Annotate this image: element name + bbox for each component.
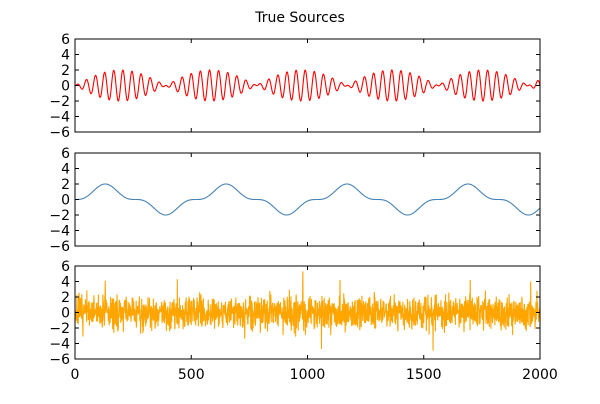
x-tick-label: 500 (178, 367, 205, 383)
y-tick-label-panel-2: 2 (61, 177, 70, 193)
series-line-panel-1 (75, 69, 540, 102)
y-tick-label-panel-2: 0 (61, 193, 70, 209)
y-tick-label-panel-3: −2 (49, 321, 70, 337)
y-tick-label-panel-2: −6 (49, 239, 70, 255)
y-tick-label-panel-1: 6 (61, 32, 70, 48)
y-tick-label-panel-2: 6 (61, 146, 70, 162)
chart-title: True Sources (254, 10, 345, 26)
y-tick-label-panel-1: −6 (49, 125, 70, 141)
series-line-panel-3 (75, 271, 540, 351)
series-line-panel-2 (75, 183, 540, 216)
y-tick-label-panel-3: 4 (61, 275, 70, 291)
x-tick-label: 2000 (522, 367, 558, 383)
y-tick-label-panel-3: 2 (61, 290, 70, 306)
x-tick-label: 0 (71, 367, 80, 383)
y-tick-label-panel-3: −4 (49, 337, 70, 353)
y-tick-label-panel-2: −2 (49, 208, 70, 224)
y-tick-label-panel-3: −6 (49, 352, 70, 368)
y-tick-label-panel-2: 4 (61, 162, 70, 178)
axes-frame-panel-2 (74, 152, 541, 247)
y-tick-label-panel-1: 2 (61, 63, 70, 79)
y-tick-label-panel-1: 0 (61, 79, 70, 95)
y-tick-label-panel-1: −2 (49, 94, 70, 110)
y-tick-label-panel-3: 0 (61, 306, 70, 322)
y-tick-label-panel-3: 6 (61, 259, 70, 275)
x-tick-label: 1500 (406, 367, 442, 383)
y-tick-label-panel-1: −4 (49, 110, 70, 126)
x-tick-label: 1000 (290, 367, 326, 383)
y-tick-label-panel-2: −4 (49, 224, 70, 240)
y-tick-label-panel-1: 4 (61, 48, 70, 64)
